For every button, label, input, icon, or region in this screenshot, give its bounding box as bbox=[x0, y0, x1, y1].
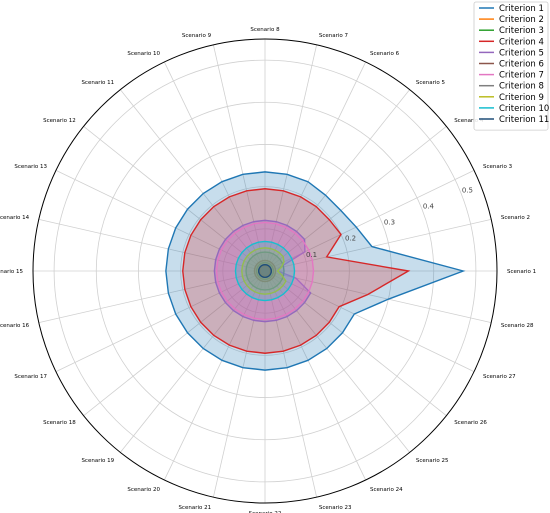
spoke-gridline bbox=[264, 61, 367, 272]
radial-tick-label: 0.5 bbox=[462, 186, 473, 194]
series-fill bbox=[258, 264, 272, 278]
spoke-gridline bbox=[264, 270, 318, 498]
spoke-gridline bbox=[212, 270, 266, 498]
series-fill bbox=[241, 247, 286, 295]
spoke-gridline bbox=[264, 270, 475, 373]
spoke-gridline bbox=[163, 61, 266, 272]
category-label: Scenario 10 bbox=[127, 51, 160, 57]
category-label: Scenario 22 bbox=[249, 511, 282, 513]
series-line bbox=[241, 247, 287, 295]
legend-frame bbox=[473, 1, 549, 131]
spoke-gridline bbox=[55, 169, 266, 272]
category-label: Scenario 12 bbox=[43, 118, 76, 124]
spoke-gridline bbox=[264, 270, 492, 324]
category-label: Scenario 1 bbox=[507, 269, 536, 275]
spoke-gridline bbox=[83, 270, 266, 416]
series-fill bbox=[165, 171, 464, 371]
legend-entry: Criterion 6 bbox=[499, 60, 544, 70]
series-line bbox=[165, 171, 466, 371]
series-fill bbox=[214, 220, 311, 322]
legend-entry: Criterion 9 bbox=[499, 93, 544, 103]
series-line bbox=[245, 251, 285, 291]
category-label: Scenario 9 bbox=[182, 33, 212, 39]
series-fill bbox=[254, 260, 276, 282]
category-label: Scenario 8 bbox=[250, 27, 280, 33]
legend-entry: Criterion 8 bbox=[499, 82, 544, 92]
spoke-gridline bbox=[120, 89, 266, 272]
category-label: Scenario 21 bbox=[178, 505, 211, 511]
series-fill bbox=[259, 265, 271, 277]
category-label: Scenario 18 bbox=[43, 420, 76, 426]
category-label: Scenario 25 bbox=[416, 458, 449, 464]
legend-entry: Criterion 10 bbox=[499, 104, 549, 114]
legend-entry: Criterion 11 bbox=[499, 115, 549, 125]
category-label: Scenario 11 bbox=[81, 80, 114, 86]
series-line bbox=[259, 265, 271, 277]
category-label: Scenario 15 bbox=[0, 269, 24, 275]
category-label: Scenario 4 bbox=[454, 118, 484, 124]
radial-tick-label: 0.1 bbox=[306, 251, 317, 259]
category-label: Scenario 19 bbox=[81, 458, 114, 464]
spoke-gridline bbox=[264, 270, 367, 481]
spoke-gridline bbox=[264, 89, 410, 272]
category-label: Scenario 23 bbox=[319, 505, 352, 511]
category-label: Scenario 27 bbox=[483, 374, 516, 380]
ring-gridline bbox=[95, 101, 435, 441]
ring-gridline bbox=[222, 228, 308, 314]
legend-entry: Criterion 1 bbox=[499, 4, 544, 14]
legend-entry: Criterion 7 bbox=[499, 71, 544, 81]
legend-entry: Criterion 3 bbox=[499, 26, 544, 36]
spoke-gridline bbox=[264, 44, 318, 272]
polar-frame bbox=[32, 38, 498, 504]
spoke-gridline bbox=[264, 270, 447, 416]
spoke-gridline bbox=[120, 270, 266, 453]
category-label: Scenario 13 bbox=[14, 164, 47, 170]
category-label: Scenario 17 bbox=[14, 374, 47, 380]
series-line bbox=[182, 188, 411, 354]
radial-tick-label: 0.3 bbox=[384, 219, 395, 227]
ring-gridline bbox=[138, 144, 392, 398]
series-line bbox=[257, 263, 273, 279]
spoke-gridline bbox=[83, 126, 266, 272]
series-line bbox=[253, 259, 277, 283]
series-line bbox=[215, 221, 315, 321]
ring-gridline bbox=[53, 59, 477, 483]
spoke-gridline bbox=[264, 218, 492, 272]
legend-entry: Criterion 2 bbox=[499, 15, 544, 25]
series-fill bbox=[246, 252, 284, 290]
spoke-gridline bbox=[264, 126, 447, 272]
polar-grid bbox=[32, 38, 498, 504]
legend-entry: Criterion 4 bbox=[499, 37, 544, 47]
spoke-gridline bbox=[38, 270, 266, 324]
spoke-gridline bbox=[212, 44, 266, 272]
ring-gridline bbox=[180, 186, 350, 356]
category-label: Scenario 2 bbox=[501, 215, 530, 221]
series-line bbox=[213, 219, 312, 323]
series-layer bbox=[165, 171, 466, 371]
radial-tick-label: 0.4 bbox=[423, 202, 435, 210]
category-label: Scenario 3 bbox=[483, 164, 513, 170]
category-label: Scenario 7 bbox=[319, 33, 349, 39]
legend-entry: Criterion 5 bbox=[499, 48, 544, 58]
radial-tick-label: 0.2 bbox=[345, 235, 356, 243]
category-label: Scenario 16 bbox=[0, 323, 30, 329]
spoke-gridline bbox=[264, 270, 410, 453]
category-label: Scenario 6 bbox=[370, 51, 400, 57]
category-label: Scenario 20 bbox=[127, 487, 160, 493]
category-label: Scenario 24 bbox=[370, 487, 403, 493]
category-label: Scenario 5 bbox=[416, 80, 446, 86]
series-fill bbox=[216, 222, 314, 320]
series-line bbox=[255, 261, 275, 281]
spoke-gridline bbox=[38, 218, 266, 272]
category-label: Scenario 26 bbox=[454, 420, 487, 426]
category-label: Scenario 28 bbox=[501, 323, 534, 329]
series-fill bbox=[235, 241, 295, 301]
spoke-gridline bbox=[163, 270, 266, 481]
series-line bbox=[234, 240, 296, 302]
category-label: Scenario 14 bbox=[0, 215, 30, 221]
axis-labels: 0.1 0.2 0.3 0.4 0.5 Scenario 1 Scenario 2 Scena… bbox=[0, 27, 536, 513]
spoke-gridline bbox=[55, 270, 266, 373]
